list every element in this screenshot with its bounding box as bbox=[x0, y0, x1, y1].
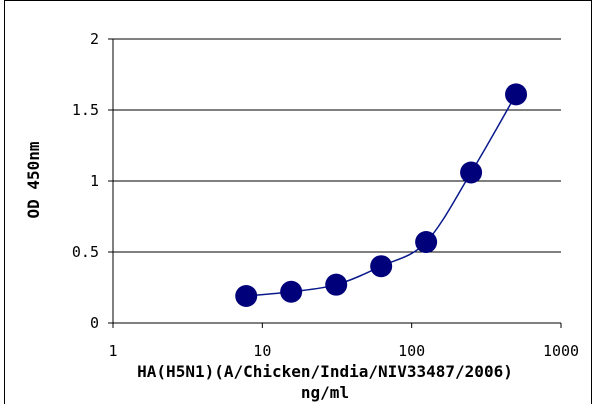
y-tick-label: 1 bbox=[90, 172, 99, 190]
data-points bbox=[235, 83, 528, 308]
data-point-7 bbox=[505, 83, 528, 106]
y-axis-title: OD 450nm bbox=[24, 141, 43, 218]
data-point-2 bbox=[280, 280, 303, 303]
chart-frame bbox=[4, 0, 592, 404]
x-tick-label: 10 bbox=[253, 342, 271, 360]
grid-lines bbox=[113, 38, 561, 253]
x-axis-title: HA(H5N1)(A/Chicken/India/NIV33487/2006) bbox=[137, 362, 513, 381]
y-tick-label: 1.5 bbox=[72, 101, 99, 119]
data-point-1 bbox=[235, 285, 258, 308]
y-tick-label: 2 bbox=[90, 30, 99, 48]
y-tick-label: 0 bbox=[90, 314, 99, 332]
x-tick-label: 100 bbox=[398, 342, 425, 360]
data-point-3 bbox=[325, 273, 348, 296]
data-point-5 bbox=[415, 231, 438, 254]
axes bbox=[108, 38, 562, 328]
data-point-6 bbox=[460, 161, 483, 184]
tick-labels: 0 0.5 1 1.5 2 1 10 100 1000 bbox=[72, 30, 579, 360]
data-point-4 bbox=[370, 255, 393, 278]
x-tick-label: 1 bbox=[108, 342, 117, 360]
y-tick-label: 0.5 bbox=[72, 243, 99, 261]
x-tick-label: 1000 bbox=[543, 342, 579, 360]
x-axis-unit: ng/ml bbox=[301, 383, 349, 402]
